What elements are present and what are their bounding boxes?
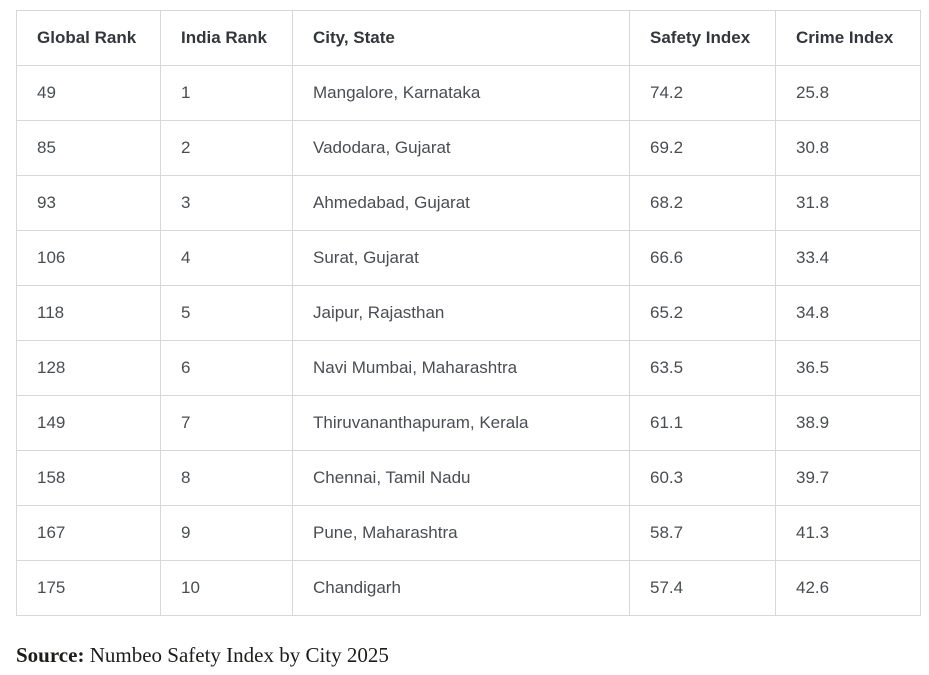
cell-crime-index: 30.8	[775, 120, 921, 176]
table-row: 85 2 Vadodara, Gujarat 69.2 30.8	[16, 120, 921, 176]
cell-city-state: Thiruvananthapuram, Kerala	[292, 395, 630, 451]
cell-crime-index: 38.9	[775, 395, 921, 451]
cell-city-state: Navi Mumbai, Maharashtra	[292, 340, 630, 396]
cell-crime-index: 36.5	[775, 340, 921, 396]
cell-crime-index: 25.8	[775, 65, 921, 121]
cell-india-rank: 9	[160, 505, 293, 561]
table-row: 149 7 Thiruvananthapuram, Kerala 61.1 38…	[16, 395, 921, 451]
column-header-city-state: City, State	[292, 10, 630, 66]
cell-safety-index: 69.2	[629, 120, 776, 176]
cell-safety-index: 66.6	[629, 230, 776, 286]
cell-city-state: Surat, Gujarat	[292, 230, 630, 286]
cell-india-rank: 10	[160, 560, 293, 616]
cell-india-rank: 6	[160, 340, 293, 396]
table-row: 93 3 Ahmedabad, Gujarat 68.2 31.8	[16, 175, 921, 231]
column-header-global-rank: Global Rank	[16, 10, 161, 66]
table-body: 49 1 Mangalore, Karnataka 74.2 25.8 85 2…	[16, 65, 921, 616]
cell-global-rank: 149	[16, 395, 161, 451]
cell-india-rank: 2	[160, 120, 293, 176]
cell-global-rank: 106	[16, 230, 161, 286]
cell-india-rank: 5	[160, 285, 293, 341]
cell-crime-index: 34.8	[775, 285, 921, 341]
column-header-crime-index: Crime Index	[775, 10, 921, 66]
cell-global-rank: 85	[16, 120, 161, 176]
table-row: 128 6 Navi Mumbai, Maharashtra 63.5 36.5	[16, 340, 921, 396]
cell-crime-index: 31.8	[775, 175, 921, 231]
cell-crime-index: 42.6	[775, 560, 921, 616]
cell-safety-index: 63.5	[629, 340, 776, 396]
cell-city-state: Chennai, Tamil Nadu	[292, 450, 630, 506]
column-header-safety-index: Safety Index	[629, 10, 776, 66]
cell-city-state: Vadodara, Gujarat	[292, 120, 630, 176]
cell-global-rank: 49	[16, 65, 161, 121]
cell-global-rank: 93	[16, 175, 161, 231]
cell-india-rank: 4	[160, 230, 293, 286]
cell-city-state: Pune, Maharashtra	[292, 505, 630, 561]
table-header-row: Global Rank India Rank City, State Safet…	[16, 10, 921, 66]
cell-safety-index: 61.1	[629, 395, 776, 451]
table-row: 175 10 Chandigarh 57.4 42.6	[16, 560, 921, 616]
cell-safety-index: 65.2	[629, 285, 776, 341]
safety-index-table: Global Rank India Rank City, State Safet…	[16, 10, 921, 616]
cell-city-state: Mangalore, Karnataka	[292, 65, 630, 121]
table-row: 158 8 Chennai, Tamil Nadu 60.3 39.7	[16, 450, 921, 506]
cell-city-state: Chandigarh	[292, 560, 630, 616]
cell-city-state: Jaipur, Rajasthan	[292, 285, 630, 341]
cell-safety-index: 57.4	[629, 560, 776, 616]
column-header-india-rank: India Rank	[160, 10, 293, 66]
table-row: 106 4 Surat, Gujarat 66.6 33.4	[16, 230, 921, 286]
cell-safety-index: 58.7	[629, 505, 776, 561]
cell-global-rank: 158	[16, 450, 161, 506]
cell-crime-index: 41.3	[775, 505, 921, 561]
cell-global-rank: 118	[16, 285, 161, 341]
source-label: Source:	[16, 643, 85, 667]
table-row: 49 1 Mangalore, Karnataka 74.2 25.8	[16, 65, 921, 121]
cell-crime-index: 39.7	[775, 450, 921, 506]
cell-global-rank: 175	[16, 560, 161, 616]
table-row: 167 9 Pune, Maharashtra 58.7 41.3	[16, 505, 921, 561]
cell-global-rank: 128	[16, 340, 161, 396]
cell-india-rank: 7	[160, 395, 293, 451]
cell-safety-index: 74.2	[629, 65, 776, 121]
cell-safety-index: 68.2	[629, 175, 776, 231]
cell-city-state: Ahmedabad, Gujarat	[292, 175, 630, 231]
table-row: 118 5 Jaipur, Rajasthan 65.2 34.8	[16, 285, 921, 341]
source-caption: Source: Numbeo Safety Index by City 2025	[16, 643, 929, 668]
source-text: Numbeo Safety Index by City 2025	[84, 643, 389, 667]
cell-crime-index: 33.4	[775, 230, 921, 286]
cell-safety-index: 60.3	[629, 450, 776, 506]
cell-india-rank: 3	[160, 175, 293, 231]
cell-global-rank: 167	[16, 505, 161, 561]
cell-india-rank: 8	[160, 450, 293, 506]
cell-india-rank: 1	[160, 65, 293, 121]
